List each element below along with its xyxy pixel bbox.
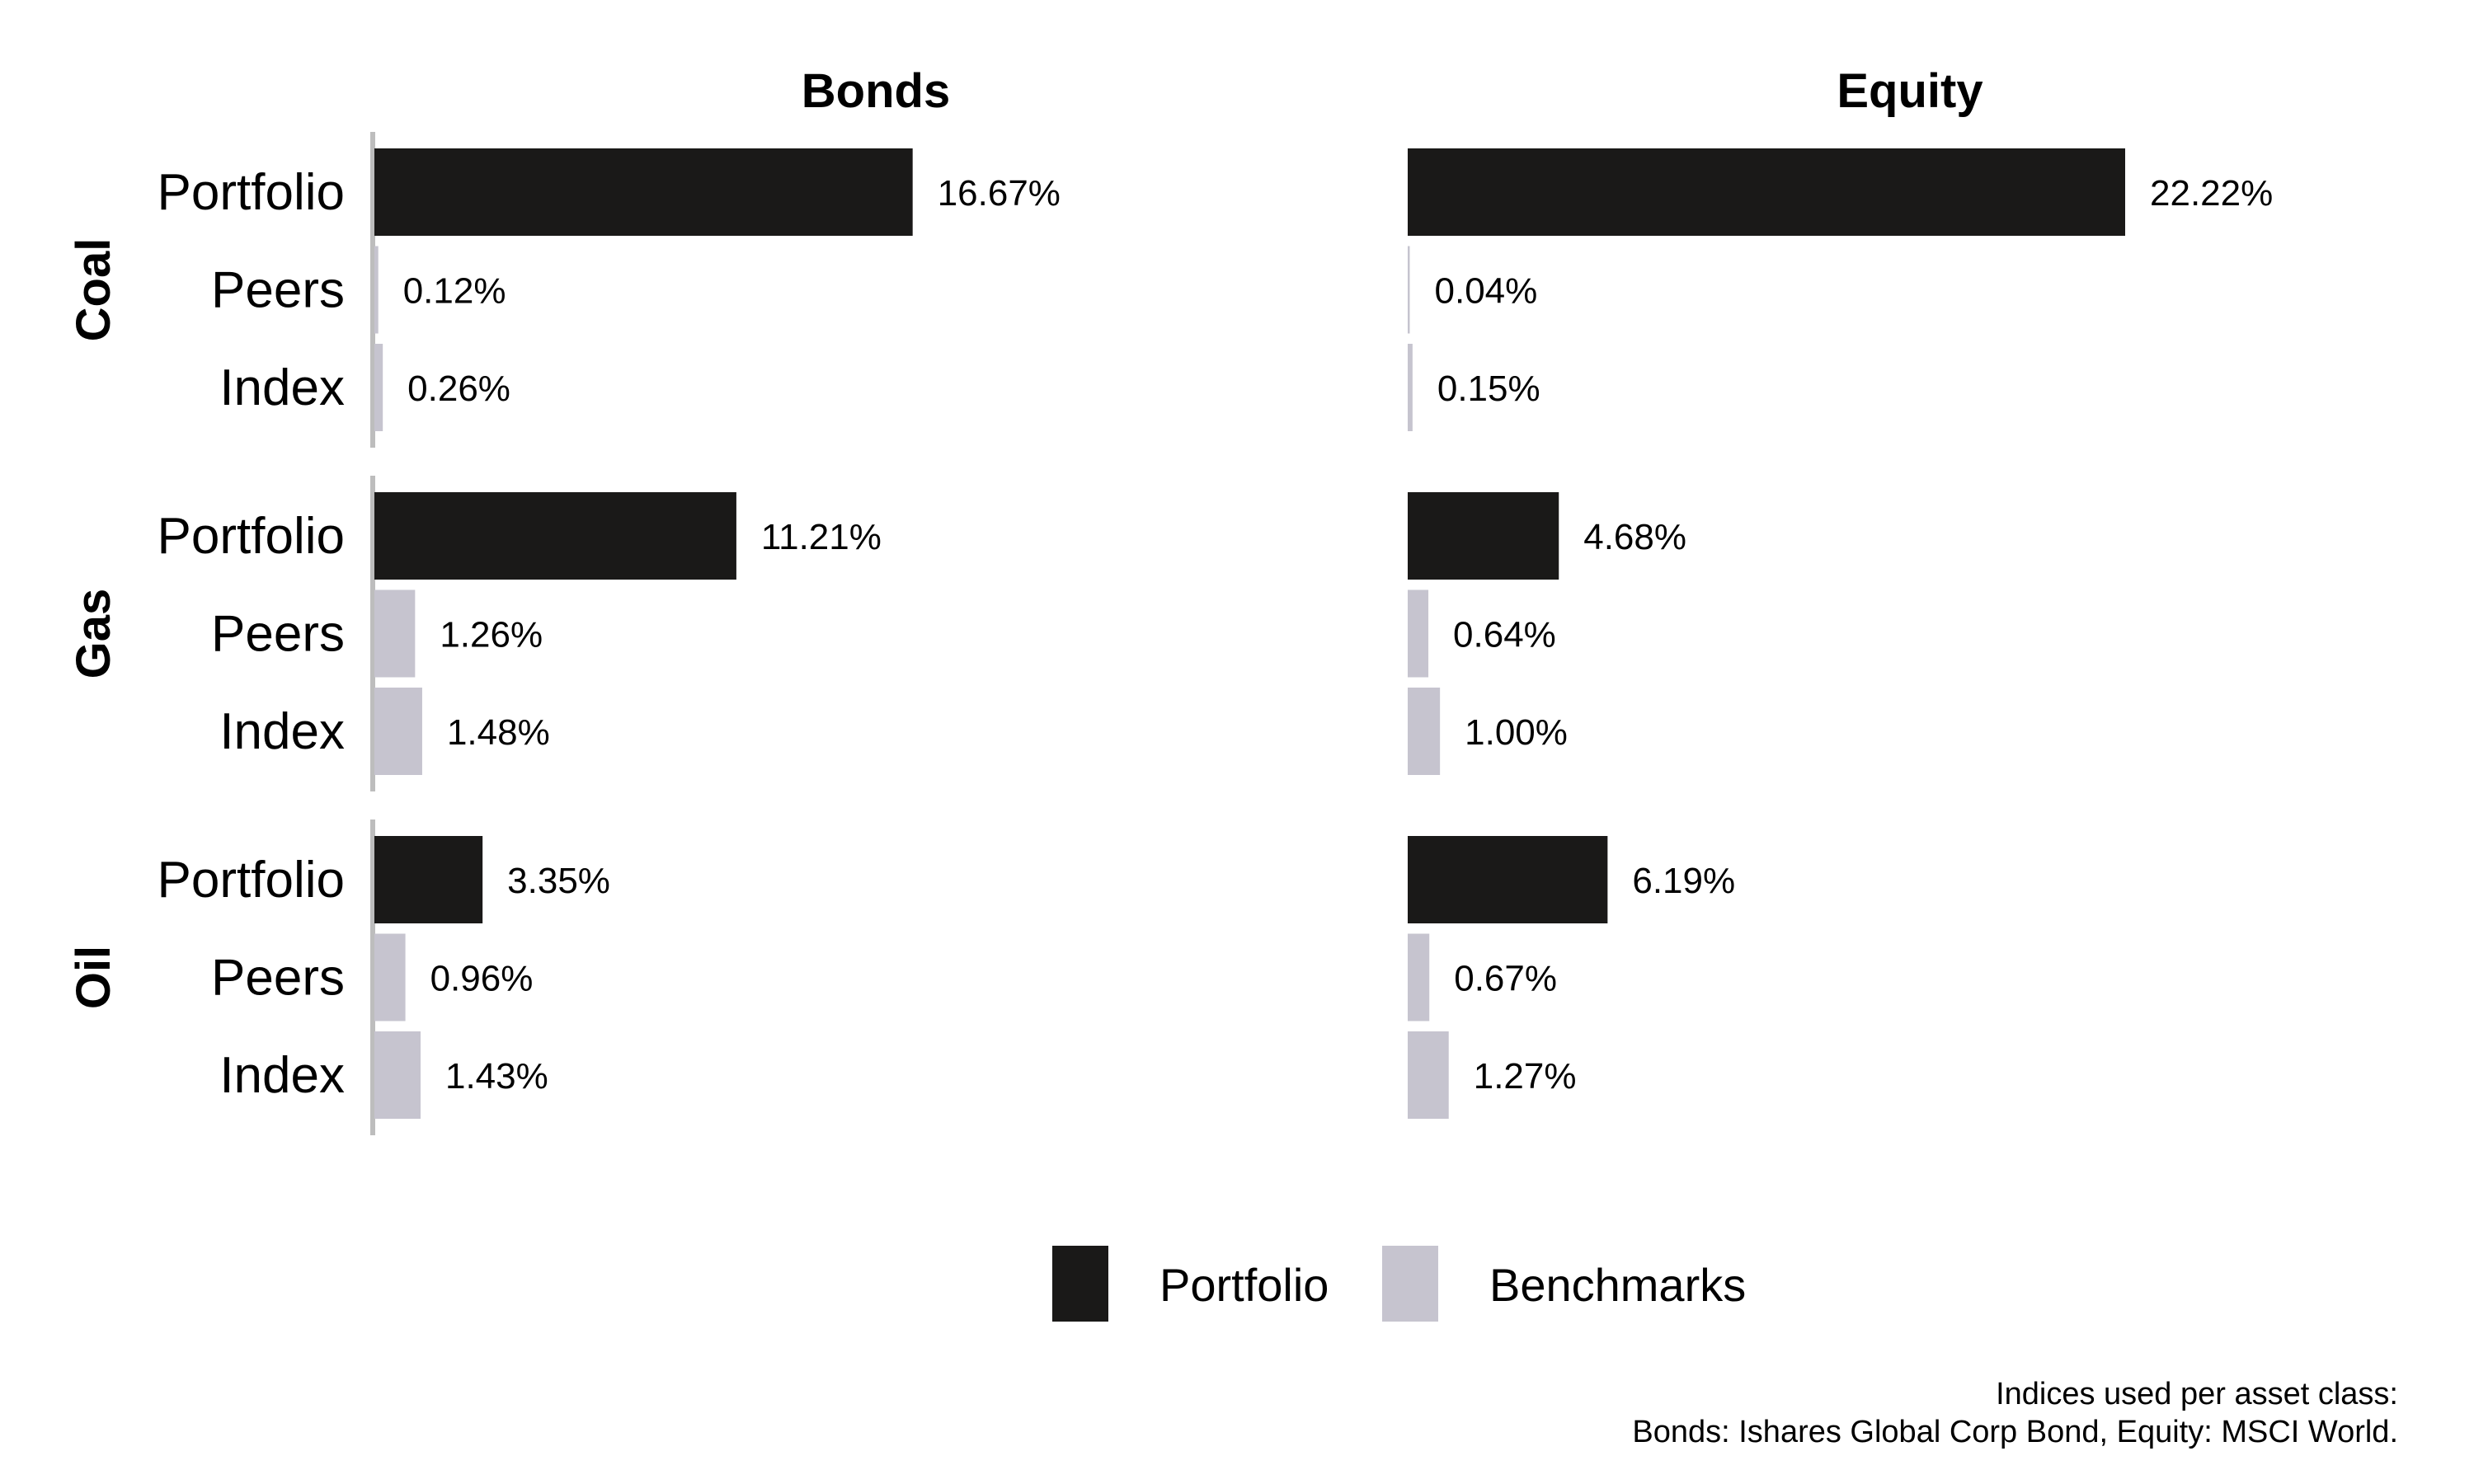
bar-bonds-coal-portfolio [374,148,913,236]
category-label-oil-peers: Peers [211,950,345,1007]
bar-bonds-oil-peers [374,933,406,1021]
value-label-bonds-oil-index: 1.43% [445,1056,548,1097]
group-label-oil: Oil [67,946,120,1009]
bar-equity-gas-portfolio [1408,492,1559,580]
value-label-equity-oil-peers: 0.67% [1454,959,1557,999]
category-label-coal-peers: Peers [211,262,345,319]
value-label-bonds-gas-peers: 1.26% [440,615,543,655]
category-label-oil-portfolio: Portfolio [158,852,345,909]
panel-title-equity: Equity [1837,64,1982,118]
category-label-coal-portfolio: Portfolio [158,164,345,221]
legend-swatch-benchmarks [1382,1246,1438,1322]
bar-bonds-oil-portfolio [374,836,483,923]
bar-equity-gas-peers [1408,589,1429,678]
bar-equity-oil-portfolio [1408,836,1608,923]
value-label-bonds-coal-index: 0.26% [407,369,510,409]
legend-label-portfolio: Portfolio [1159,1259,1329,1311]
caption: Indices used per asset class: Bonds: Ish… [1632,1375,2398,1451]
value-label-equity-gas-peers: 0.64% [1453,615,1556,655]
bar-equity-coal-index [1408,344,1413,431]
category-label-gas-peers: Peers [211,606,345,663]
value-label-equity-gas-index: 1.00% [1465,712,1568,753]
group-label-gas: Gas [67,589,120,679]
group-label-coal: Coal [67,238,120,342]
value-label-equity-gas-portfolio: 4.68% [1583,517,1686,557]
bar-bonds-coal-peers [374,246,379,334]
caption-line-2: Bonds: Ishares Global Corp Bond, Equity:… [1632,1415,2398,1449]
bar-equity-oil-peers [1408,933,1430,1021]
value-label-bonds-oil-peers: 0.96% [430,959,534,999]
value-label-equity-oil-index: 1.27% [1474,1056,1577,1097]
bar-bonds-gas-portfolio [374,492,736,580]
bar-equity-gas-index [1408,688,1441,775]
value-label-equity-coal-peers: 0.04% [1435,271,1538,312]
category-label-gas-portfolio: Portfolio [158,508,345,565]
value-label-bonds-coal-portfolio: 16.67% [938,173,1061,214]
bar-equity-oil-index [1408,1031,1449,1119]
category-label-gas-index: Index [219,703,345,760]
bar-bonds-coal-index [374,344,383,431]
caption-line-1: Indices used per asset class: [1996,1377,2398,1411]
category-label-coal-index: Index [219,359,345,416]
value-label-bonds-gas-index: 1.48% [447,712,550,753]
bar-bonds-gas-peers [374,589,416,678]
value-label-equity-coal-index: 0.15% [1437,369,1540,409]
value-label-bonds-oil-portfolio: 3.35% [507,861,610,901]
bar-equity-coal-portfolio [1408,148,2125,236]
legend-swatch-portfolio [1052,1246,1108,1322]
panel-title-bonds: Bonds [802,64,950,118]
value-label-equity-coal-portfolio: 22.22% [2150,173,2273,214]
bar-bonds-gas-index [374,688,422,775]
bar-bonds-oil-index [374,1031,421,1119]
bar-equity-coal-peers [1408,246,1410,334]
value-label-equity-oil-portfolio: 6.19% [1632,861,1735,901]
value-label-bonds-gas-portfolio: 11.21% [761,517,882,557]
category-label-oil-index: Index [219,1047,345,1104]
value-label-bonds-coal-peers: 0.12% [403,271,506,312]
legend-label-benchmarks: Benchmarks [1489,1259,1746,1311]
